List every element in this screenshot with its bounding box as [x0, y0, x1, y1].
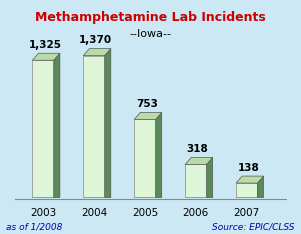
Polygon shape	[54, 53, 60, 197]
Polygon shape	[236, 176, 264, 183]
Polygon shape	[134, 113, 162, 119]
Text: 1,370: 1,370	[79, 36, 112, 45]
Text: --Iowa--: --Iowa--	[129, 29, 172, 39]
Polygon shape	[257, 176, 264, 197]
Polygon shape	[206, 157, 213, 197]
Text: Source: EPIC/CLSS: Source: EPIC/CLSS	[213, 223, 295, 232]
Polygon shape	[33, 60, 54, 197]
Polygon shape	[83, 49, 111, 55]
Text: Methamphetamine Lab Incidents: Methamphetamine Lab Incidents	[35, 11, 266, 24]
Text: as of 1/2008: as of 1/2008	[6, 223, 62, 232]
Polygon shape	[185, 157, 213, 165]
Text: 138: 138	[238, 163, 259, 173]
Polygon shape	[33, 53, 60, 60]
Polygon shape	[83, 55, 105, 197]
Text: 1,325: 1,325	[28, 40, 61, 50]
Polygon shape	[156, 113, 162, 197]
Text: 318: 318	[187, 144, 209, 154]
Polygon shape	[134, 119, 156, 197]
Polygon shape	[236, 183, 257, 197]
Polygon shape	[185, 165, 206, 197]
Text: 753: 753	[136, 99, 158, 109]
Polygon shape	[105, 49, 111, 197]
